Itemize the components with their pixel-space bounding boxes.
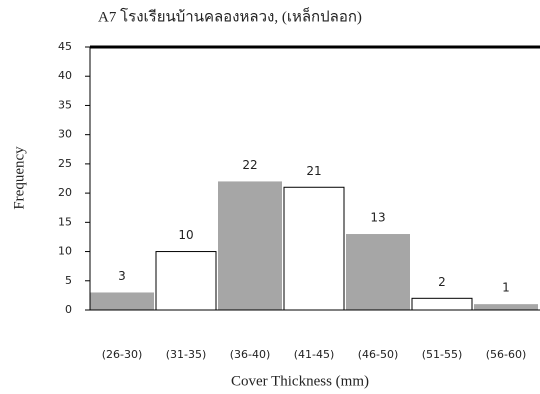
data-label: 2 [438, 275, 446, 289]
y-tick-label: 0 [65, 303, 72, 316]
y-tick-label: 30 [58, 128, 72, 141]
bar [90, 292, 154, 310]
y-tick-label: 40 [58, 69, 72, 82]
data-label: 13 [370, 211, 385, 225]
data-label: 1 [502, 281, 510, 295]
x-tick-label: (46-50) [358, 348, 399, 361]
bar [155, 251, 217, 311]
data-label: 3 [118, 269, 126, 283]
y-tick-label: 15 [58, 215, 72, 228]
bar [218, 181, 282, 310]
data-label: 22 [242, 158, 257, 172]
y-tick-label: 10 [58, 245, 72, 258]
x-tick-label: (51-55) [422, 348, 463, 361]
y-tick-label: 35 [58, 98, 72, 111]
bar [411, 297, 473, 311]
y-axis-label: Frequency [11, 146, 27, 210]
y-tick-label: 5 [65, 274, 72, 287]
data-label: 21 [306, 164, 321, 178]
y-tick-label: 45 [58, 40, 72, 53]
chart-title: A7 โรงเรียนบ้านคลองหลวง, (เหล็กปลอก) [98, 6, 362, 25]
x-tick-label: (26-30) [102, 348, 143, 361]
bar [474, 304, 538, 310]
x-tick-label: (31-35) [166, 348, 207, 361]
x-tick-label: (36-40) [230, 348, 271, 361]
x-tick-label: (56-60) [486, 348, 527, 361]
x-tick-label: (41-45) [294, 348, 335, 361]
bar [283, 186, 345, 311]
x-axis-label: Cover Thickness (mm) [231, 373, 369, 389]
y-tick-label: 25 [58, 157, 72, 170]
y-tick-label: 20 [58, 186, 72, 199]
data-label: 10 [178, 228, 193, 242]
bar [346, 234, 410, 310]
